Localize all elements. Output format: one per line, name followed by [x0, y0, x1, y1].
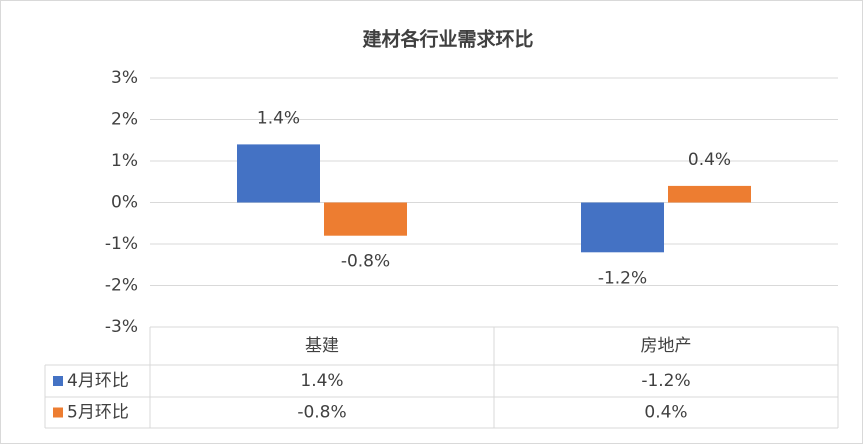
x-tick-label: 房地产: [641, 336, 692, 356]
bar: [668, 185, 751, 203]
legend-swatch: [53, 407, 63, 418]
legend-swatch: [53, 376, 63, 386]
y-tick-label: -2%: [105, 276, 138, 296]
legend-label: 4月环比: [67, 371, 129, 391]
legend-label: 5月环比: [67, 403, 129, 423]
table-value: -1.2%: [641, 371, 690, 391]
table-value: 0.4%: [644, 403, 687, 423]
data-label: -1.2%: [598, 268, 647, 288]
bar: [581, 202, 664, 253]
x-tick-label: 基建: [305, 336, 339, 356]
y-tick-label: -1%: [105, 234, 138, 254]
bar: [324, 202, 407, 236]
bar: [237, 144, 320, 203]
table-value: 1.4%: [300, 371, 343, 391]
data-label: 1.4%: [257, 108, 300, 128]
y-tick-label: 1%: [111, 151, 138, 171]
table-value: -0.8%: [297, 403, 346, 423]
y-tick-label: -3%: [105, 317, 138, 337]
y-tick-label: 0%: [111, 193, 138, 213]
y-tick-label: 2%: [111, 110, 138, 130]
data-label: 0.4%: [688, 150, 731, 170]
chart-title: 建材各行业需求环比: [362, 28, 533, 51]
y-tick-label: 3%: [111, 68, 138, 88]
data-label: -0.8%: [341, 252, 390, 272]
